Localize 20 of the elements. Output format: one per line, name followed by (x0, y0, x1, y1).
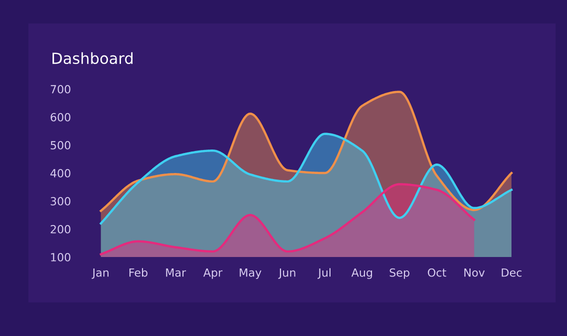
y-tick-label: 200 (50, 225, 70, 234)
x-tick-label: Jul (318, 268, 331, 279)
y-tick-label: 100 (51, 253, 70, 262)
x-tick-label: Jan (92, 268, 108, 279)
x-tick-label: Nov (464, 268, 485, 277)
x-tick-label: Apr (203, 268, 222, 279)
x-tick-label: Jun (278, 268, 296, 279)
x-tick-label: Aug (351, 268, 372, 279)
x-tick-label: Dec (502, 268, 522, 277)
x-tick-label: May (240, 268, 262, 279)
y-tick-label: 500 (50, 141, 70, 150)
y-tick-label: 300 (50, 197, 70, 206)
x-tick-label: Mar (166, 268, 186, 277)
x-tick-label: Oct (428, 268, 446, 277)
y-tick-label: 600 (50, 113, 70, 122)
x-tick-label: Sep (390, 268, 410, 279)
chart-title: Dashboard (52, 52, 133, 64)
x-tick-label: Feb (129, 268, 148, 277)
y-tick-label: 700 (50, 85, 70, 94)
y-tick-label: 400 (50, 169, 70, 178)
